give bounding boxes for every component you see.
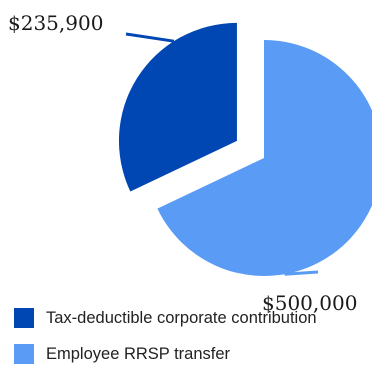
leader-line-employee (284, 270, 319, 276)
pie-slice-employee (157, 40, 372, 276)
legend-swatch-corporate (14, 308, 34, 328)
legend-item-employee: Employee RRSP transfer (14, 340, 317, 368)
slice-label-corporate: $235,900 (8, 11, 103, 35)
legend: Tax-deductible corporate contribution Em… (14, 304, 317, 376)
legend-label-corporate: Tax-deductible corporate contribution (46, 308, 317, 327)
legend-label-employee: Employee RRSP transfer (46, 344, 231, 363)
leader-line-corporate (125, 32, 175, 43)
legend-item-corporate: Tax-deductible corporate contribution (14, 304, 317, 332)
slice-label-employee: $500,000 (262, 291, 357, 315)
legend-swatch-employee (14, 344, 34, 364)
pie-slice-corporate (118, 22, 237, 192)
